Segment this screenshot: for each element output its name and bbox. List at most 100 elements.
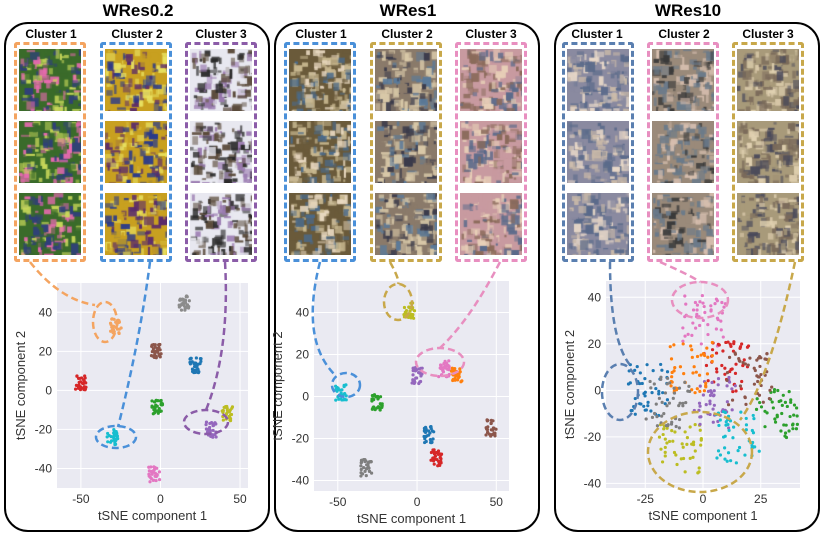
data-point [432,462,436,466]
data-point [115,434,119,438]
data-point [177,305,181,309]
cluster-label: Cluster 2 [381,27,433,41]
feature-visualization-image [567,49,629,111]
cluster-label: Cluster 1 [295,27,347,41]
data-point [179,298,183,302]
x-tick-label: -50 [329,495,347,509]
data-point [150,472,154,476]
data-point [708,399,712,403]
data-point [424,439,428,444]
data-point [695,354,700,359]
data-point [734,461,738,465]
data-point [744,402,748,406]
x-tick-label: 25 [754,492,768,506]
data-point [688,425,692,429]
data-point [221,410,225,414]
data-point [720,300,724,305]
data-point [683,380,687,384]
data-point [106,431,110,436]
data-point [663,454,667,458]
data-point [715,456,719,460]
data-point [149,465,153,469]
data-point [108,440,113,444]
data-point [712,389,716,393]
data-point [665,398,670,402]
data-point [659,377,663,382]
data-point [697,466,701,470]
data-point [791,422,795,426]
data-point [699,415,703,419]
feature-visualization-image [289,121,351,183]
data-point [710,391,714,395]
data-point [740,379,744,384]
data-point [640,381,644,386]
data-point [733,371,738,375]
data-point [684,302,688,306]
connector-curve [439,261,502,349]
data-point [791,427,795,431]
data-point [752,366,756,370]
data-point [109,435,113,439]
data-point [435,458,439,462]
cluster-ellipse [670,280,730,320]
data-point [716,318,720,322]
data-point [697,401,702,405]
data-point [777,399,781,404]
data-point [665,376,670,380]
data-point [659,362,663,367]
data-point [429,458,433,462]
data-point [792,413,796,417]
data-point [719,328,723,332]
data-point [725,371,730,375]
data-point [697,373,702,377]
data-point [638,371,642,375]
feature-visualization-image [652,49,714,111]
data-point [727,426,731,430]
data-point [655,415,659,419]
data-point [757,449,761,453]
data-point [665,426,669,430]
data-point [691,321,695,325]
data-point [628,381,632,385]
y-tick-label: 20 [39,344,53,358]
data-point [78,388,83,392]
data-point [156,350,160,354]
data-point [750,428,754,433]
data-point [701,352,706,356]
cluster-label: Cluster 2 [111,27,163,41]
data-point [83,388,87,392]
data-point [429,426,433,431]
data-point [644,417,648,421]
data-point [654,402,658,406]
y-axis-label: tSNE component 2 [562,330,577,439]
data-point [663,445,667,450]
data-point [657,396,661,400]
data-point [228,413,233,417]
data-point [683,334,687,338]
data-point [411,379,415,384]
data-point [672,386,676,390]
data-point [737,445,742,450]
panel-wres10: WRes10 Cluster 1 Cluster 2 Cluster 3 [554,0,822,535]
data-point [230,405,235,409]
data-point [677,417,682,422]
data-point [689,344,693,348]
data-point [633,412,637,416]
y-tick-label: -40 [35,461,53,475]
data-point [642,404,646,408]
data-point [734,389,738,393]
x-tick-label: 0 [157,492,164,506]
data-point [192,361,196,366]
data-point [157,406,161,411]
data-point [638,402,642,406]
data-point [652,411,657,416]
data-point [681,342,685,346]
data-point [682,371,686,376]
data-point [430,440,434,444]
y-axis-label: tSNE component 2 [270,331,285,440]
data-point [677,386,682,390]
data-point [698,404,702,408]
data-point [737,358,741,363]
data-point [152,465,156,469]
cluster-label: Cluster 3 [195,27,247,41]
